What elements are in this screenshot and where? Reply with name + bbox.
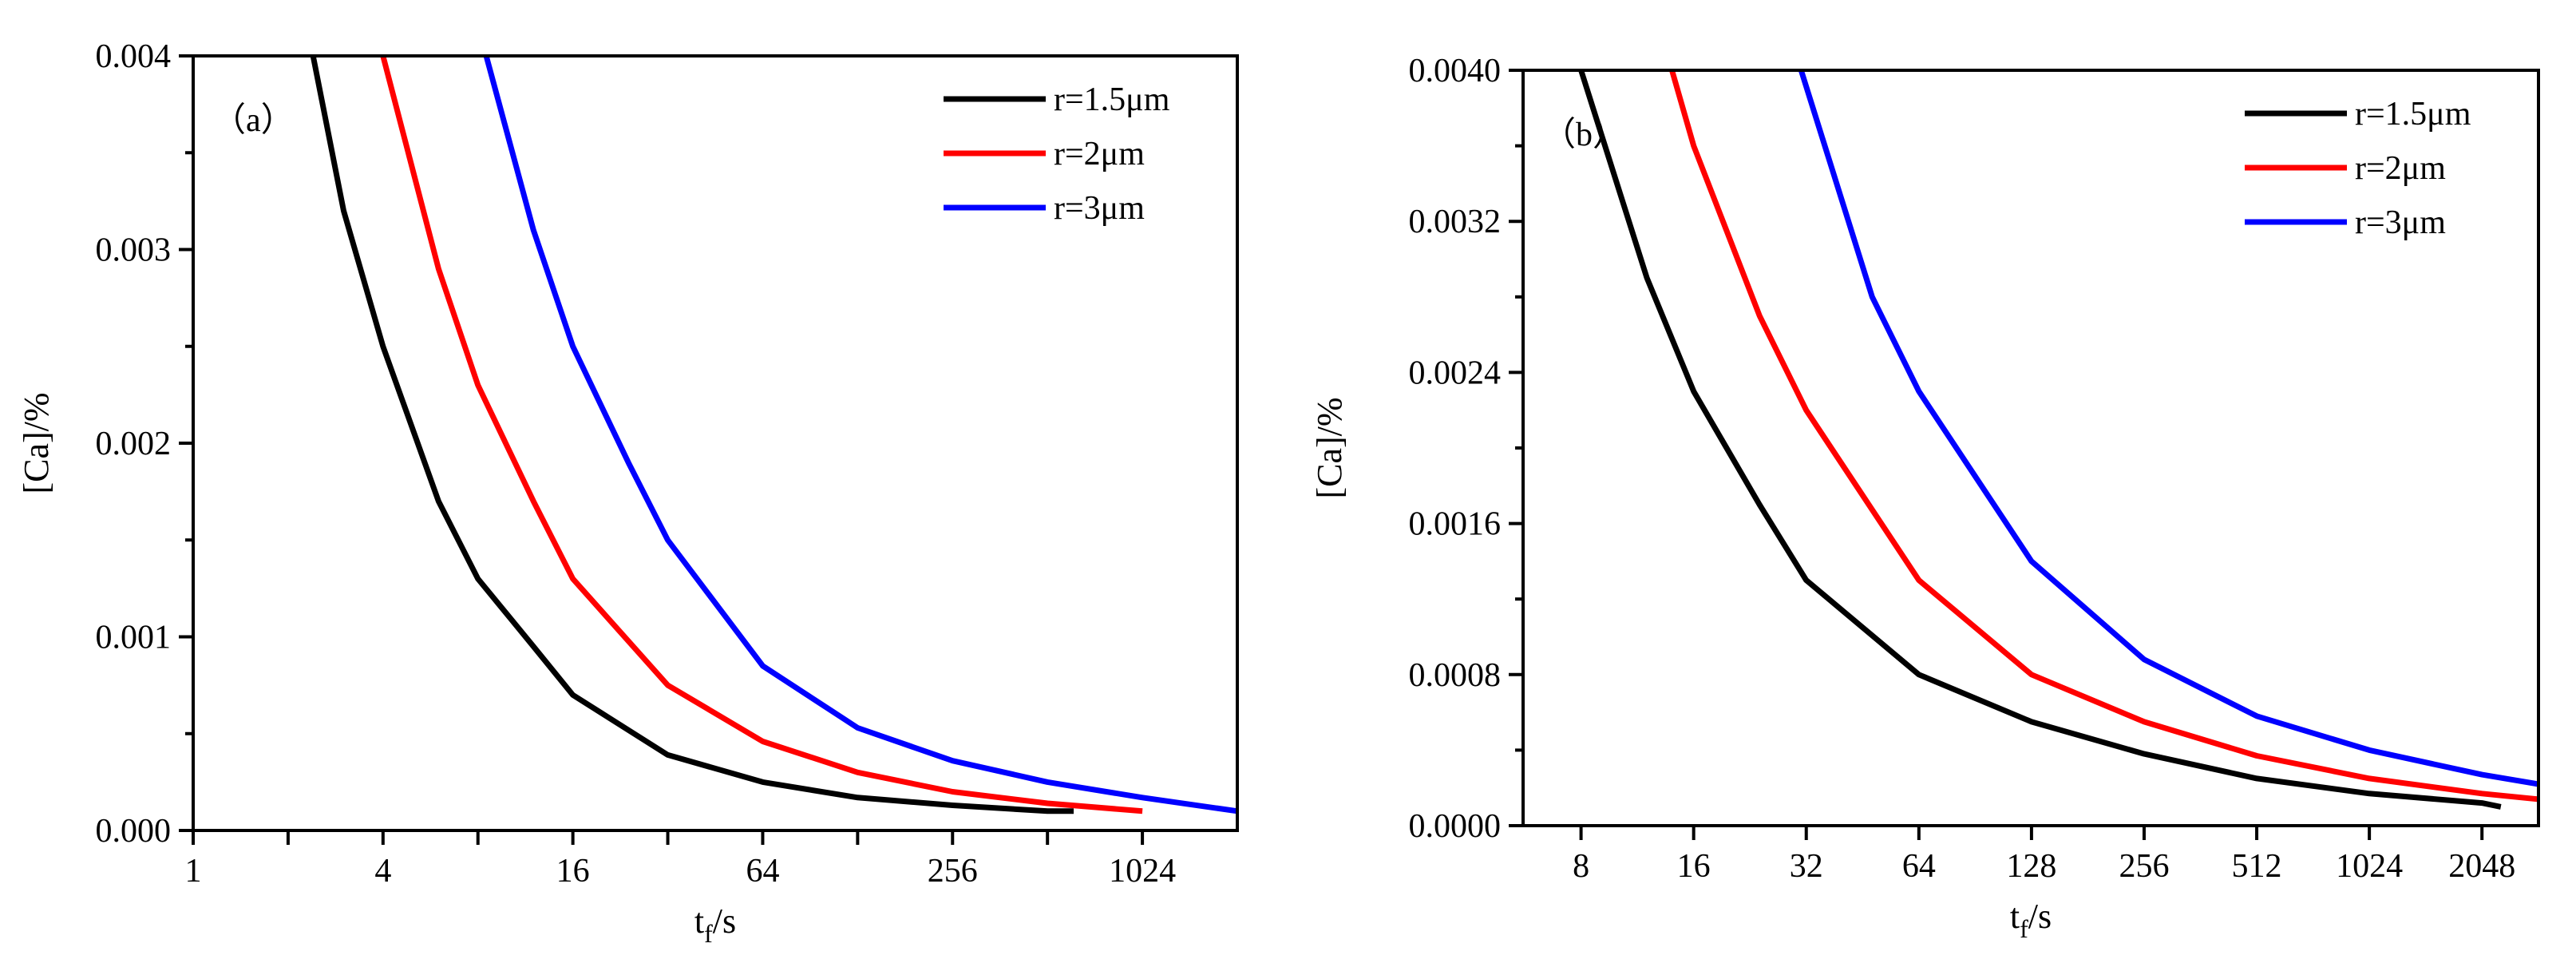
x-axis-label: tf/s <box>2010 897 2052 943</box>
series-line-2 <box>1669 70 2538 803</box>
x-tick-label: 64 <box>746 853 779 890</box>
y-tick-label: 0.002 <box>96 426 172 462</box>
x-tick-label: 8 <box>1573 848 1589 885</box>
legend-label: r=2μm <box>2355 150 2446 187</box>
x-tick-label: 1024 <box>2336 848 2403 885</box>
y-tick-label: 0.0032 <box>1409 204 1502 240</box>
legend-label: r=3μm <box>2355 204 2446 241</box>
y-tick-label: 0.0000 <box>1409 808 1502 845</box>
x-tick-label: 1 <box>185 853 202 890</box>
x-axis-label: tf/s <box>694 902 736 948</box>
x-tick-label: 16 <box>556 853 590 890</box>
x-tick-label: 32 <box>1790 848 1823 885</box>
series-line-2 <box>380 56 1143 814</box>
x-tick-label: 16 <box>1677 848 1711 885</box>
x-tick-label: 64 <box>1902 848 1936 885</box>
legend-label: r=2μm <box>1054 136 1145 172</box>
y-tick-label: 0.0016 <box>1409 506 1502 543</box>
chart-panel-a: 1 4 16 64 256 1024 0.000 0.001 0.002 0.003 0.004 tf… <box>17 38 1239 948</box>
y-tick-label: 0.003 <box>96 232 172 269</box>
y-tick-label: 0.0008 <box>1409 657 1502 694</box>
x-tick-label: 512 <box>2232 848 2282 885</box>
y-tick-label: 0.0024 <box>1409 355 1502 391</box>
x-tick-label: 1024 <box>1109 853 1176 890</box>
x-tick-label: 128 <box>2006 848 2056 885</box>
panel-label: （a） <box>212 102 295 139</box>
series-line-3 <box>1798 70 2538 787</box>
x-tick-label: 2048 <box>2448 848 2515 885</box>
chart-panel-b: 8 16 32 64 128 256 512 1024 2048 0.0000 0.0008 0.00… <box>1310 53 2540 943</box>
series-line-3 <box>483 56 1237 814</box>
legend-label: r=3μm <box>1054 190 1145 227</box>
y-tick-label: 0.001 <box>96 620 172 656</box>
y-tick-label: 0.000 <box>96 813 172 850</box>
y-tick-label: 0.0040 <box>1409 53 1502 89</box>
x-tick-label: 256 <box>928 853 978 890</box>
y-axis-label: [Ca]/% <box>17 392 56 493</box>
x-tick-label: 256 <box>2119 848 2169 885</box>
y-axis-label: [Ca]/% <box>1310 397 1349 498</box>
series-line-1 <box>1578 70 2502 810</box>
series-line-1 <box>310 56 1074 814</box>
x-tick-label: 4 <box>374 853 391 890</box>
panel-label: （b） <box>1542 117 1626 153</box>
y-tick-label: 0.004 <box>96 38 172 75</box>
legend-label: r=1.5μm <box>2355 96 2471 133</box>
legend-label: r=1.5μm <box>1054 81 1170 118</box>
